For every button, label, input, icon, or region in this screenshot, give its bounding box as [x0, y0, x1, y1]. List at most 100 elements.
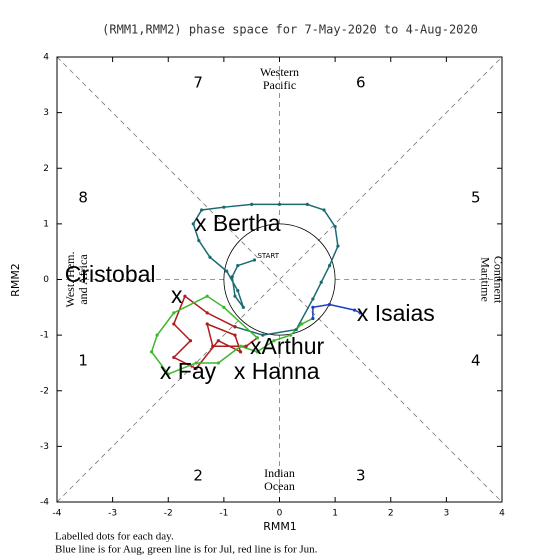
- phase-label: 2: [193, 466, 203, 484]
- x-tick-label: -3: [108, 509, 117, 519]
- day-dot: [333, 225, 337, 229]
- day-dot: [149, 350, 154, 354]
- day-dot: [311, 316, 315, 321]
- note: Blue line is for Aug, green line is for …: [55, 544, 318, 556]
- trajectory: [192, 203, 339, 336]
- day-dot: [327, 263, 332, 268]
- phase-label: 4: [471, 351, 481, 369]
- day-dot: [211, 344, 215, 348]
- storm-label: x Isaias: [357, 300, 435, 326]
- trajectory: [172, 295, 258, 370]
- region-label: Indian: [264, 466, 295, 480]
- day-dot: [289, 333, 293, 337]
- y-axis-label: RMM2: [9, 263, 22, 297]
- day-dot: [238, 344, 243, 348]
- phase-label: 6: [356, 74, 366, 92]
- day-dot: [208, 255, 212, 259]
- day-dot: [250, 202, 254, 207]
- note: Labelled dots for each day.: [55, 531, 174, 543]
- storm-label: x Hanna: [234, 358, 320, 384]
- day-dot: [172, 355, 176, 359]
- x-tick-label: 4: [499, 509, 505, 519]
- day-dot: [236, 289, 240, 293]
- unit-circle: [223, 223, 336, 336]
- day-dot: [238, 350, 243, 354]
- day-dot: [233, 294, 237, 298]
- x-tick-label: -4: [53, 509, 62, 519]
- phase-label: 8: [78, 189, 88, 207]
- day-dot: [166, 372, 170, 376]
- y-tick-label: -4: [40, 498, 49, 508]
- phase-label: 7: [193, 74, 203, 92]
- chart-title: (RMM1,RMM2) phase space for 7-May-2020 t…: [102, 23, 478, 37]
- day-dot: [188, 339, 193, 343]
- day-dot: [311, 297, 315, 301]
- day-dot: [305, 202, 309, 207]
- day-dot: [205, 322, 209, 326]
- y-tick-label: 1: [43, 219, 49, 229]
- y-tick-label: -1: [40, 331, 49, 341]
- day-dot: [319, 280, 323, 284]
- region-label: Continent: [491, 256, 505, 304]
- day-dot: [222, 205, 226, 209]
- day-dot: [172, 322, 176, 326]
- x-tick-label: 0: [277, 509, 283, 519]
- y-tick-label: -2: [40, 386, 49, 396]
- day-dot: [197, 238, 201, 243]
- day-dot: [294, 327, 298, 332]
- x-tick-label: -2: [164, 509, 173, 519]
- storm-label: xArthur: [250, 333, 324, 359]
- phase-label: 5: [471, 189, 481, 207]
- diagonal: [56, 56, 503, 503]
- day-dot: [191, 222, 195, 226]
- day-dot: [205, 294, 209, 298]
- region-label: Ocean: [264, 479, 295, 493]
- storm-label: x Fay: [160, 358, 217, 384]
- x-tick-label: 3: [444, 509, 450, 519]
- day-dot: [222, 305, 226, 309]
- storm-label: x Bertha: [195, 210, 281, 236]
- storm-label: Cristobal: [65, 261, 156, 287]
- day-dot: [194, 366, 198, 371]
- day-dot: [233, 325, 237, 329]
- day-dot: [327, 302, 332, 307]
- day-dot: [261, 333, 265, 337]
- phase-label: 1: [78, 351, 88, 369]
- day-dot: [272, 339, 276, 343]
- day-dot: [216, 361, 220, 365]
- day-dot: [322, 208, 326, 212]
- storm-label: x: [171, 282, 183, 308]
- day-dot: [200, 208, 204, 212]
- region-label: and Africa: [76, 254, 90, 305]
- x-axis-label: RMM1: [263, 520, 297, 533]
- x-tick-label: -1: [219, 509, 228, 519]
- day-dot: [216, 339, 220, 343]
- y-tick-label: 4: [43, 53, 49, 63]
- day-dot: [255, 336, 259, 340]
- region-label: Pacific: [263, 78, 296, 92]
- day-dot: [241, 305, 245, 309]
- day-dot: [358, 311, 362, 315]
- day-dot: [252, 258, 257, 262]
- region-label: Western: [260, 65, 299, 79]
- y-tick-label: 0: [43, 275, 49, 285]
- day-dot: [183, 294, 187, 298]
- day-dot: [233, 333, 237, 337]
- phase-label: 3: [356, 466, 366, 484]
- y-tick-label: -3: [40, 442, 49, 452]
- day-dot: [255, 350, 259, 354]
- trajectory: [312, 303, 361, 319]
- day-dot: [300, 322, 304, 326]
- day-dot: [205, 311, 209, 315]
- x-tick-label: 1: [332, 509, 338, 519]
- day-dot: [336, 244, 340, 248]
- day-dot: [352, 308, 357, 312]
- y-tick-label: 3: [43, 108, 49, 118]
- diagonal: [56, 56, 503, 503]
- day-dot: [225, 269, 229, 273]
- region-label: West. Hem.: [63, 251, 77, 307]
- x-tick-label: 2: [388, 509, 394, 519]
- y-tick-label: 2: [43, 164, 49, 174]
- day-dot: [172, 311, 176, 315]
